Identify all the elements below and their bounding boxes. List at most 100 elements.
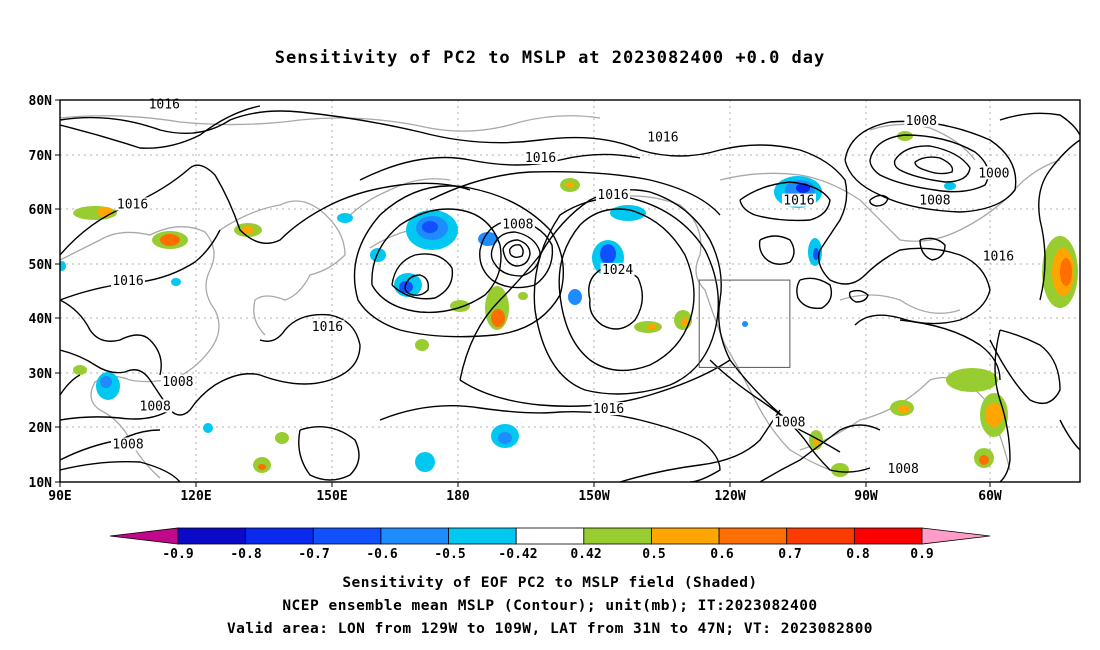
colorbar-label: 0.6 xyxy=(710,547,734,562)
colorbar-label: 0.8 xyxy=(846,547,870,562)
shade-blob xyxy=(518,292,528,300)
shade-blob xyxy=(813,248,819,260)
shade-blob xyxy=(979,455,989,465)
shade-blob xyxy=(415,452,435,472)
colorbar-label: 0.7 xyxy=(778,547,801,562)
shade-blob xyxy=(566,182,574,188)
contour-label-bg xyxy=(523,151,558,165)
lon-label: 150W xyxy=(578,489,609,504)
colorbar-segment xyxy=(515,527,585,545)
lat-label: 80N xyxy=(29,94,53,109)
shade-blob xyxy=(681,318,689,326)
contour-label: 1008 xyxy=(140,399,171,414)
shade-blob xyxy=(946,368,998,392)
contour-label-bg xyxy=(500,217,535,231)
shade-blob xyxy=(275,432,289,444)
contour-label: 1016 xyxy=(117,197,148,212)
shade-blob xyxy=(985,403,1003,427)
contour-label-bg xyxy=(115,197,150,211)
lat-label: 10N xyxy=(29,476,53,491)
contour-label: 1008 xyxy=(502,218,533,233)
caption-line-1: Sensitivity of EOF PC2 to MSLP field (Sh… xyxy=(342,575,758,591)
lon-label: 60W xyxy=(978,489,1002,504)
contour-label-bg xyxy=(976,166,1011,180)
contour-label: 1016 xyxy=(647,130,678,145)
contour-label: 1008 xyxy=(919,194,950,209)
colorbar-label: -0.7 xyxy=(298,547,329,562)
shade-blob xyxy=(944,182,956,190)
shade-blob xyxy=(370,248,386,262)
colorbar-segment xyxy=(651,527,720,545)
contour-label-bg xyxy=(917,193,952,207)
colorbar-label: 0.9 xyxy=(910,547,933,562)
longitude-labels: 90E 120E 150E 180 150W 120W 90W 60W xyxy=(48,489,1002,504)
contour-label: 1016 xyxy=(112,274,143,289)
colorbar-segment xyxy=(583,527,652,545)
colorbar-segment xyxy=(312,527,382,545)
contour-label: 1008 xyxy=(888,462,919,477)
shade-blob xyxy=(478,232,498,246)
contour-label-bg xyxy=(310,320,345,334)
shade-blob xyxy=(647,324,657,330)
colorbar-segment xyxy=(109,527,179,545)
shade-blob xyxy=(73,365,87,375)
contour-label-bg xyxy=(645,130,680,144)
contour-label: 1000 xyxy=(978,166,1009,181)
colorbar-labels: -0.9 -0.8 -0.7 -0.6 -0.5 -0.42 0.42 0.5 … xyxy=(162,547,933,562)
contour-label-bg xyxy=(147,97,182,111)
shade-blob xyxy=(97,207,113,217)
contour-label: 1008 xyxy=(774,416,805,431)
shade-blob xyxy=(568,289,582,305)
contour-label-bg xyxy=(111,437,145,451)
lon-label: 150E xyxy=(316,489,347,504)
colorbar-segment xyxy=(245,527,314,545)
contour-label: 1016 xyxy=(783,194,814,209)
shade-blob xyxy=(415,339,429,351)
colorbar-segment xyxy=(380,527,449,545)
shade-blob xyxy=(337,213,353,223)
valid-area-box xyxy=(698,279,791,368)
tick-marks xyxy=(55,99,991,487)
contour-label: 1008 xyxy=(162,375,193,390)
shade-blob xyxy=(600,244,616,264)
contour-label-bg xyxy=(886,462,921,476)
contour-label-bg xyxy=(781,193,816,207)
shade-blob xyxy=(498,432,512,444)
shade-blob xyxy=(1060,258,1072,286)
contour-label-bg xyxy=(596,188,631,202)
contour-labels: 1016 1016 1016 1016 1008 1008 1008 1016 1016 1016… xyxy=(111,97,1016,477)
shade-blob xyxy=(491,309,505,327)
colorbar-segment xyxy=(786,527,855,545)
shade-blob xyxy=(898,405,910,413)
shade-blob xyxy=(160,234,180,246)
shade-blob xyxy=(742,321,748,327)
contour-label: 1016 xyxy=(983,249,1014,264)
shade-blob xyxy=(60,261,66,271)
lat-label: 70N xyxy=(29,149,53,164)
colorbar-label: -0.9 xyxy=(162,547,193,562)
contour-label: 1016 xyxy=(593,402,624,417)
colorbar-label: -0.8 xyxy=(230,547,261,562)
shade-blob xyxy=(831,463,849,477)
shade-blob xyxy=(399,281,413,293)
lon-label: 180 xyxy=(446,489,470,504)
shade-blob xyxy=(203,423,213,433)
contour-label-bg xyxy=(591,402,626,416)
lon-label: 120W xyxy=(714,489,745,504)
contour-label: 1008 xyxy=(906,114,937,129)
colorbar-segment xyxy=(853,527,923,545)
shade-blob xyxy=(813,438,819,446)
shade-blob xyxy=(171,278,181,286)
colorbar xyxy=(109,527,991,545)
lon-label: 120E xyxy=(180,489,211,504)
colorbar-label: 0.5 xyxy=(642,547,665,562)
latitude-labels: 80N 70N 60N 50N 40N 30N 20N 10N xyxy=(29,94,53,491)
shade-blob xyxy=(242,226,254,234)
colorbar-segment xyxy=(177,527,247,545)
caption-line-2: NCEP ensemble mean MSLP (Contour); unit(… xyxy=(282,598,818,614)
contour-label-bg xyxy=(772,415,807,429)
lat-label: 50N xyxy=(29,258,53,273)
shade-blob xyxy=(422,221,438,233)
shade-blob xyxy=(100,376,112,388)
colorbar-segment xyxy=(448,527,517,545)
